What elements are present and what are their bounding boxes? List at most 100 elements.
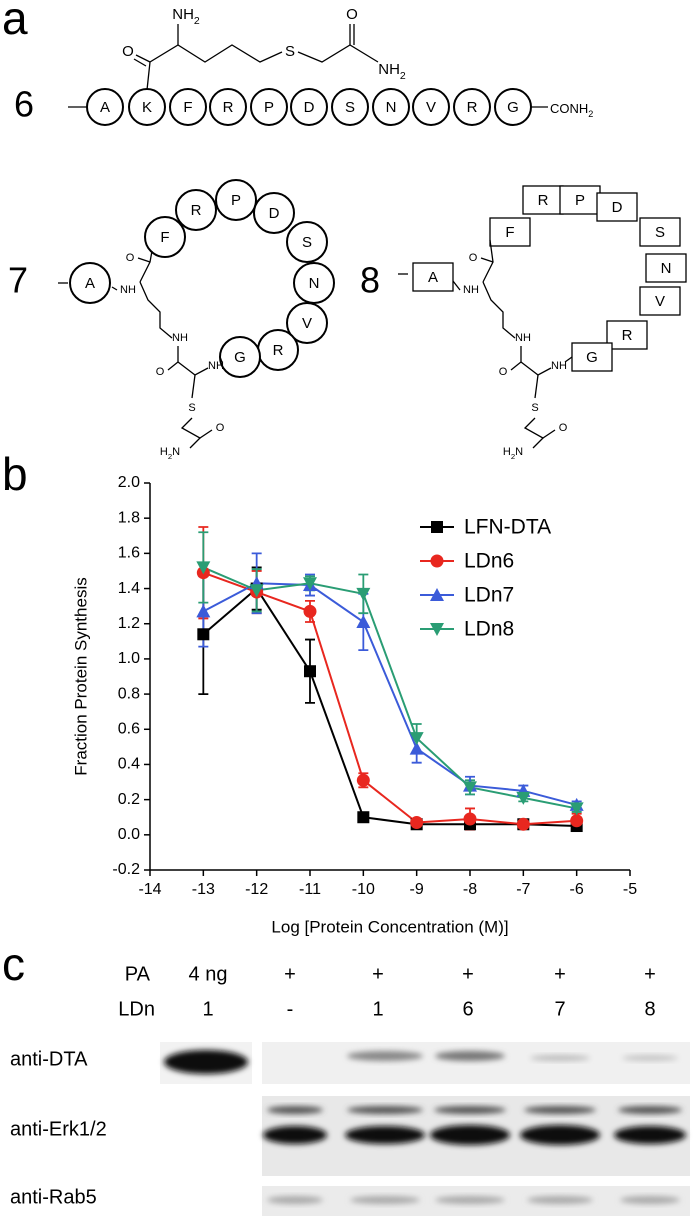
residue bbox=[522, 185, 564, 215]
marker bbox=[516, 791, 531, 805]
atom-label: NH2 bbox=[378, 61, 406, 82]
atom-label: S bbox=[531, 402, 538, 414]
y-tick-label: 0.6 bbox=[118, 720, 140, 737]
blot-images bbox=[160, 1042, 690, 1216]
residue bbox=[209, 88, 247, 126]
legend-label: LDn8 bbox=[464, 618, 514, 641]
bond bbox=[139, 281, 173, 339]
bond bbox=[482, 281, 516, 339]
residue-label: R bbox=[538, 192, 549, 209]
row-header: LDn bbox=[118, 998, 155, 1020]
residue bbox=[571, 342, 613, 372]
residue bbox=[372, 88, 410, 126]
atom-label: H2N bbox=[503, 446, 523, 461]
lane-ldn: 1 bbox=[372, 998, 383, 1020]
x-tick-label: -5 bbox=[623, 881, 637, 898]
atom-label: S bbox=[285, 43, 295, 60]
residue bbox=[412, 262, 454, 292]
residue-label: S bbox=[655, 224, 665, 241]
legend-label: LDn6 bbox=[464, 550, 514, 573]
residue-label: G bbox=[234, 349, 246, 366]
y-tick-label: -0.2 bbox=[112, 861, 140, 878]
residue bbox=[286, 302, 328, 344]
marker bbox=[409, 732, 424, 746]
compound-number: 7 bbox=[8, 260, 28, 301]
y-tick-label: 1.2 bbox=[118, 615, 140, 632]
x-tick-label: -13 bbox=[192, 881, 215, 898]
residue-label: D bbox=[304, 99, 315, 116]
marker bbox=[304, 665, 316, 678]
bond bbox=[452, 280, 461, 291]
x-tick-label: -10 bbox=[352, 881, 375, 898]
marker bbox=[197, 628, 210, 641]
lane-pa: 4 ng bbox=[189, 963, 228, 985]
bond bbox=[139, 250, 153, 283]
marker bbox=[249, 584, 264, 598]
residue-label: R bbox=[273, 342, 284, 359]
residue bbox=[128, 88, 166, 126]
marker bbox=[463, 781, 477, 795]
bond bbox=[564, 356, 573, 363]
lane-pa: + bbox=[554, 963, 566, 985]
residue bbox=[169, 88, 207, 126]
marker bbox=[356, 773, 370, 787]
bond bbox=[199, 429, 213, 439]
y-tick-label: 1.0 bbox=[118, 650, 140, 667]
residue-label: N bbox=[309, 275, 320, 292]
marker bbox=[463, 812, 477, 826]
atom-label: NH bbox=[515, 332, 531, 344]
atom-label: O bbox=[499, 366, 508, 378]
lane-pa: + bbox=[372, 963, 384, 985]
residue bbox=[250, 88, 288, 126]
atom-label: O bbox=[122, 43, 134, 60]
marker bbox=[409, 741, 424, 755]
residue-label: P bbox=[231, 192, 241, 209]
marker bbox=[410, 816, 424, 830]
lane-pa: + bbox=[644, 963, 656, 985]
lane-ldn: 8 bbox=[644, 998, 655, 1020]
marker bbox=[196, 604, 211, 618]
lane-pa: + bbox=[284, 963, 296, 985]
row-header: PA bbox=[125, 963, 151, 985]
residue-label: V bbox=[426, 99, 436, 116]
residue bbox=[645, 253, 687, 283]
residue-label: R bbox=[622, 327, 633, 344]
residue-label: S bbox=[345, 99, 355, 116]
bond bbox=[542, 429, 556, 439]
marker bbox=[196, 561, 211, 575]
marker bbox=[356, 587, 371, 601]
y-tick-label: 1.8 bbox=[118, 509, 140, 526]
compound-number: 6 bbox=[14, 84, 34, 125]
atom-label: O bbox=[126, 252, 135, 264]
atom-label: H2N bbox=[160, 446, 180, 461]
residue-label: G bbox=[507, 99, 519, 116]
bond bbox=[219, 356, 223, 363]
legend-marker bbox=[430, 588, 444, 601]
marker bbox=[303, 604, 317, 618]
atom-label: NH bbox=[208, 360, 224, 372]
residue-label: R bbox=[191, 202, 202, 219]
legend-label: LFN-DTA bbox=[464, 516, 551, 539]
bond bbox=[191, 374, 196, 399]
residue-label: F bbox=[160, 229, 169, 246]
bonds bbox=[58, 24, 548, 284]
residue-label: R bbox=[223, 99, 234, 116]
c-terminus: CONH2 bbox=[550, 101, 593, 119]
panel-label: b bbox=[2, 448, 28, 500]
x-tick-label: -11 bbox=[299, 881, 321, 898]
y-tick-label: 0.2 bbox=[118, 791, 140, 808]
residue bbox=[606, 320, 648, 350]
atom-label: O bbox=[469, 252, 478, 264]
residue bbox=[286, 221, 328, 263]
atom-label: S bbox=[188, 402, 195, 414]
residue-label: K bbox=[142, 99, 152, 116]
atom-label: NH2 bbox=[172, 6, 200, 27]
bond bbox=[523, 417, 545, 449]
bond bbox=[510, 346, 522, 371]
atom-label: NH bbox=[120, 284, 136, 296]
bond bbox=[534, 374, 539, 399]
lane-pa: + bbox=[462, 963, 474, 985]
residue bbox=[144, 216, 186, 258]
residue bbox=[331, 88, 369, 126]
